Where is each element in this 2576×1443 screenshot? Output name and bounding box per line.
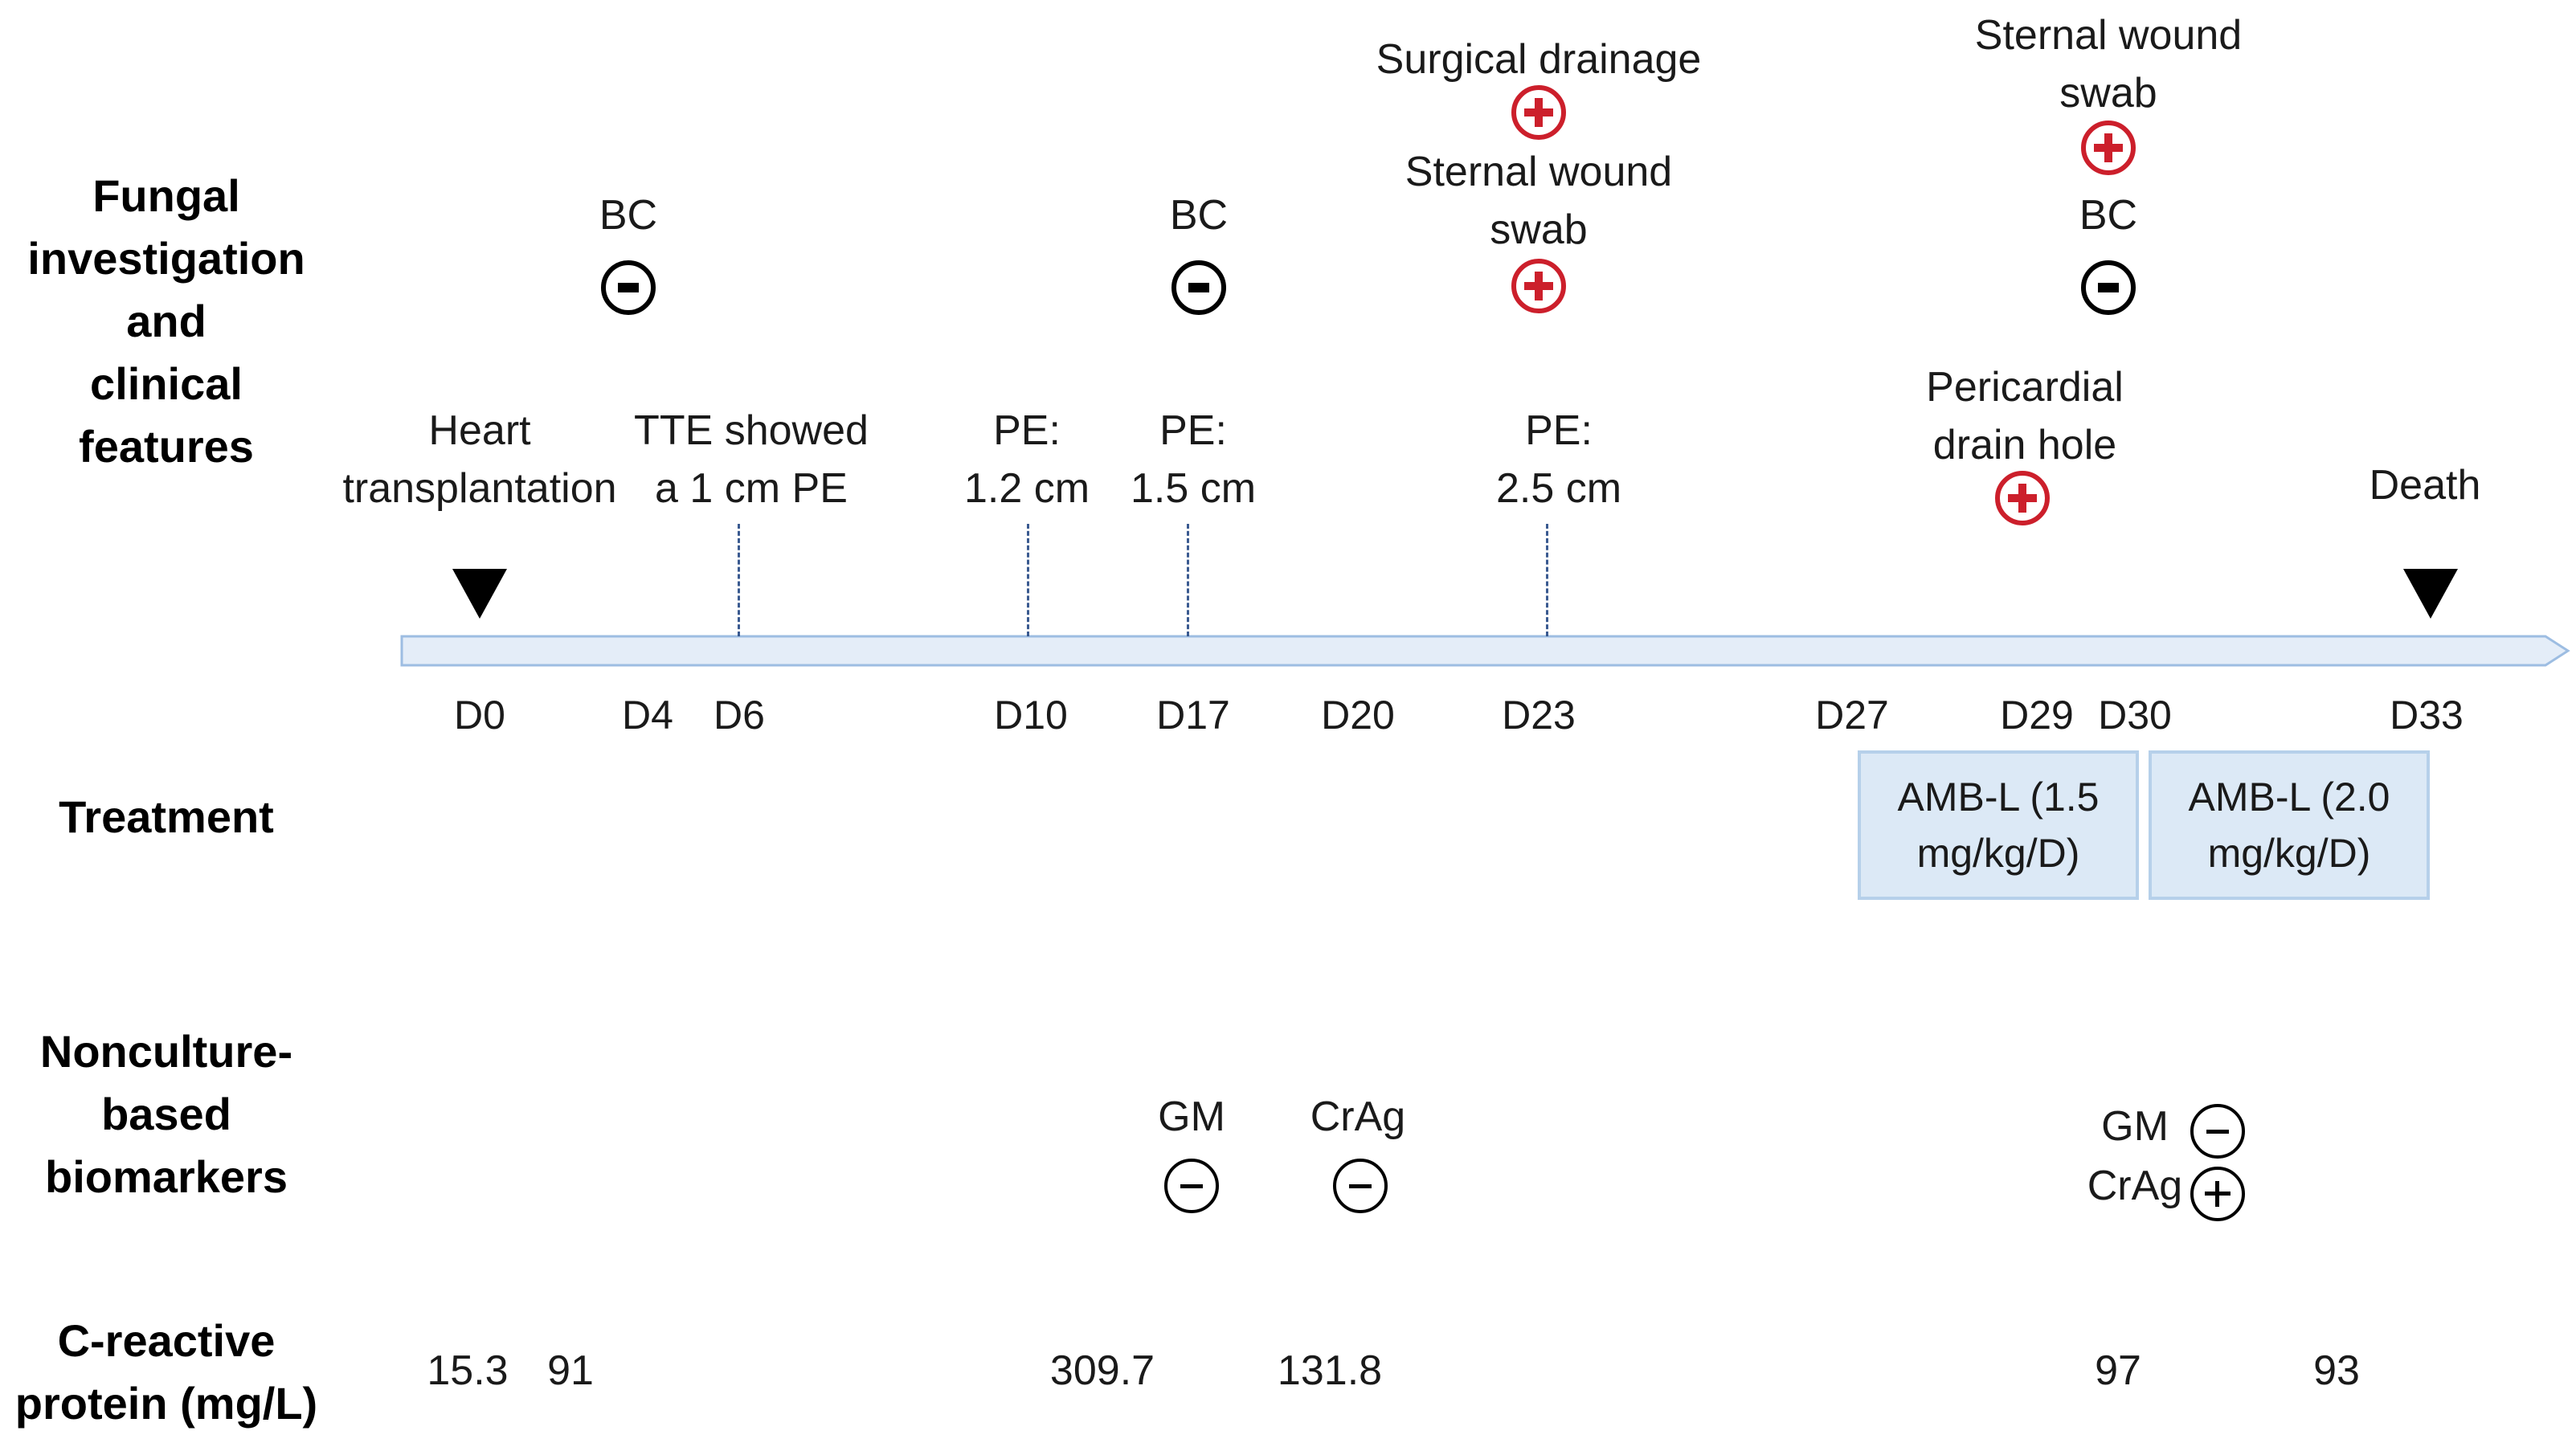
event-tte: TTE showed a 1 cm PE xyxy=(634,407,869,512)
positive-result-icon xyxy=(1995,471,2050,525)
day-label: D30 xyxy=(2098,693,2172,738)
day-label: D6 xyxy=(714,693,765,738)
day-label: D10 xyxy=(994,693,1068,738)
death-marker xyxy=(2403,569,2458,619)
test-sternal-swab-d23: Sternal wound swab xyxy=(1405,149,1673,253)
biomarker-crag-d20: CrAg xyxy=(1310,1093,1406,1140)
crp-value: 15.3 xyxy=(427,1347,509,1394)
day-label: D4 xyxy=(622,693,673,738)
day-label: D33 xyxy=(2390,693,2464,738)
event-pe-d17: PE: 1.5 cm xyxy=(1130,407,1257,512)
row-label-fungal: Fungal investigation and clinical featur… xyxy=(27,170,305,472)
positive-thin-icon xyxy=(2190,1167,2245,1221)
row-label-biomarkers: Nonculture- based biomarkers xyxy=(39,1026,293,1202)
negative-result-icon xyxy=(1171,260,1226,315)
crp-value: 91 xyxy=(547,1347,594,1394)
heart-transplant-marker xyxy=(452,569,507,619)
crp-value: 97 xyxy=(2095,1347,2141,1394)
event-heart-transplantation: Heart transplantation xyxy=(342,407,617,512)
positive-result-icon xyxy=(1511,259,1566,313)
test-bc-d4: BC xyxy=(599,192,658,239)
timeline-arrow-bar xyxy=(400,635,2570,667)
dashed-line-d17 xyxy=(1187,524,1189,636)
row-label-crp: C-reactive protein (mg/L) xyxy=(14,1315,318,1429)
biomarker-gm-d30: GM xyxy=(2101,1103,2169,1150)
day-label: D23 xyxy=(1502,693,1576,738)
negative-result-icon xyxy=(601,260,656,315)
day-label: D29 xyxy=(2000,693,2074,738)
test-sternal-swab-d30: Sternal wound swab xyxy=(1974,12,2243,117)
event-pericardial-drain-hole: Pericardial drain hole xyxy=(1926,364,2124,468)
negative-result-icon xyxy=(2081,260,2136,315)
event-pe-d23: PE: 2.5 cm xyxy=(1495,407,1622,512)
treatment-amb-l-1-5: AMB-L (1.5 mg/kg/D) xyxy=(1858,750,2139,900)
treatment-amb-l-2-0: AMB-L (2.0 mg/kg/D) xyxy=(2149,750,2430,900)
test-surgical-drainage: Surgical drainage xyxy=(1376,36,1702,83)
day-label: D27 xyxy=(1815,693,1889,738)
positive-result-icon xyxy=(2081,121,2136,175)
event-death: Death xyxy=(2369,462,2481,509)
dashed-line-d6 xyxy=(738,524,740,636)
test-bc-d30: BC xyxy=(2079,192,2138,239)
dashed-line-d10 xyxy=(1027,524,1029,636)
event-pe-d10: PE: 1.2 cm xyxy=(963,407,1090,512)
crp-value: 309.7 xyxy=(1049,1347,1155,1394)
day-label: D17 xyxy=(1156,693,1230,738)
negative-thin-icon xyxy=(2190,1104,2245,1159)
dashed-line-d23 xyxy=(1546,524,1548,636)
negative-thin-icon xyxy=(1164,1159,1219,1213)
crp-value: 131.8 xyxy=(1277,1347,1383,1394)
negative-thin-icon xyxy=(1333,1159,1388,1213)
test-bc-d17: BC xyxy=(1169,192,1229,239)
day-label: D20 xyxy=(1321,693,1395,738)
positive-result-icon xyxy=(1511,85,1566,140)
biomarker-gm-d17: GM xyxy=(1158,1093,1225,1140)
day-label: D0 xyxy=(454,693,505,738)
biomarker-crag-d30: CrAg xyxy=(2087,1163,2183,1209)
crp-value: 93 xyxy=(2313,1347,2360,1394)
row-label-treatment: Treatment xyxy=(59,791,274,842)
